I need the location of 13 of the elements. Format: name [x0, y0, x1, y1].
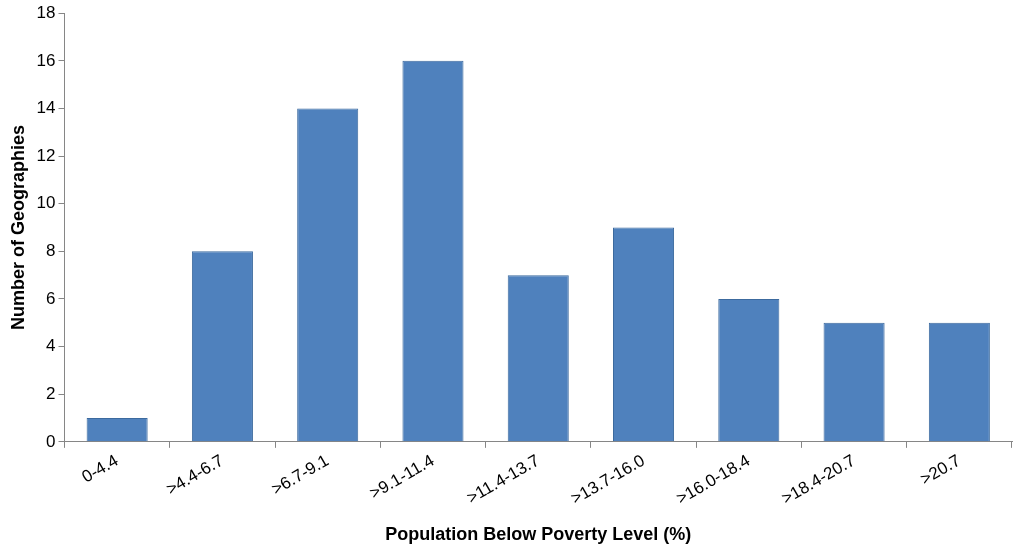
y-tick-label: 0 — [46, 431, 56, 451]
y-tick-label: 2 — [46, 383, 56, 403]
x-tick-label: 0-4.4 — [78, 450, 122, 487]
y-tick-label: 14 — [36, 98, 56, 118]
y-tick-label: 18 — [36, 2, 56, 22]
y-tick-label: 12 — [36, 145, 56, 165]
y-tick-label: 4 — [46, 336, 56, 356]
y-tick-label: 10 — [36, 193, 56, 213]
x-axis-title: Population Below Poverty Level (%) — [385, 524, 692, 545]
y-tick-label: 8 — [46, 241, 56, 261]
y-axis-title: Number of Geographies — [7, 125, 28, 331]
y-tick-label: 6 — [46, 288, 56, 308]
y-tick-label: 16 — [36, 50, 56, 70]
